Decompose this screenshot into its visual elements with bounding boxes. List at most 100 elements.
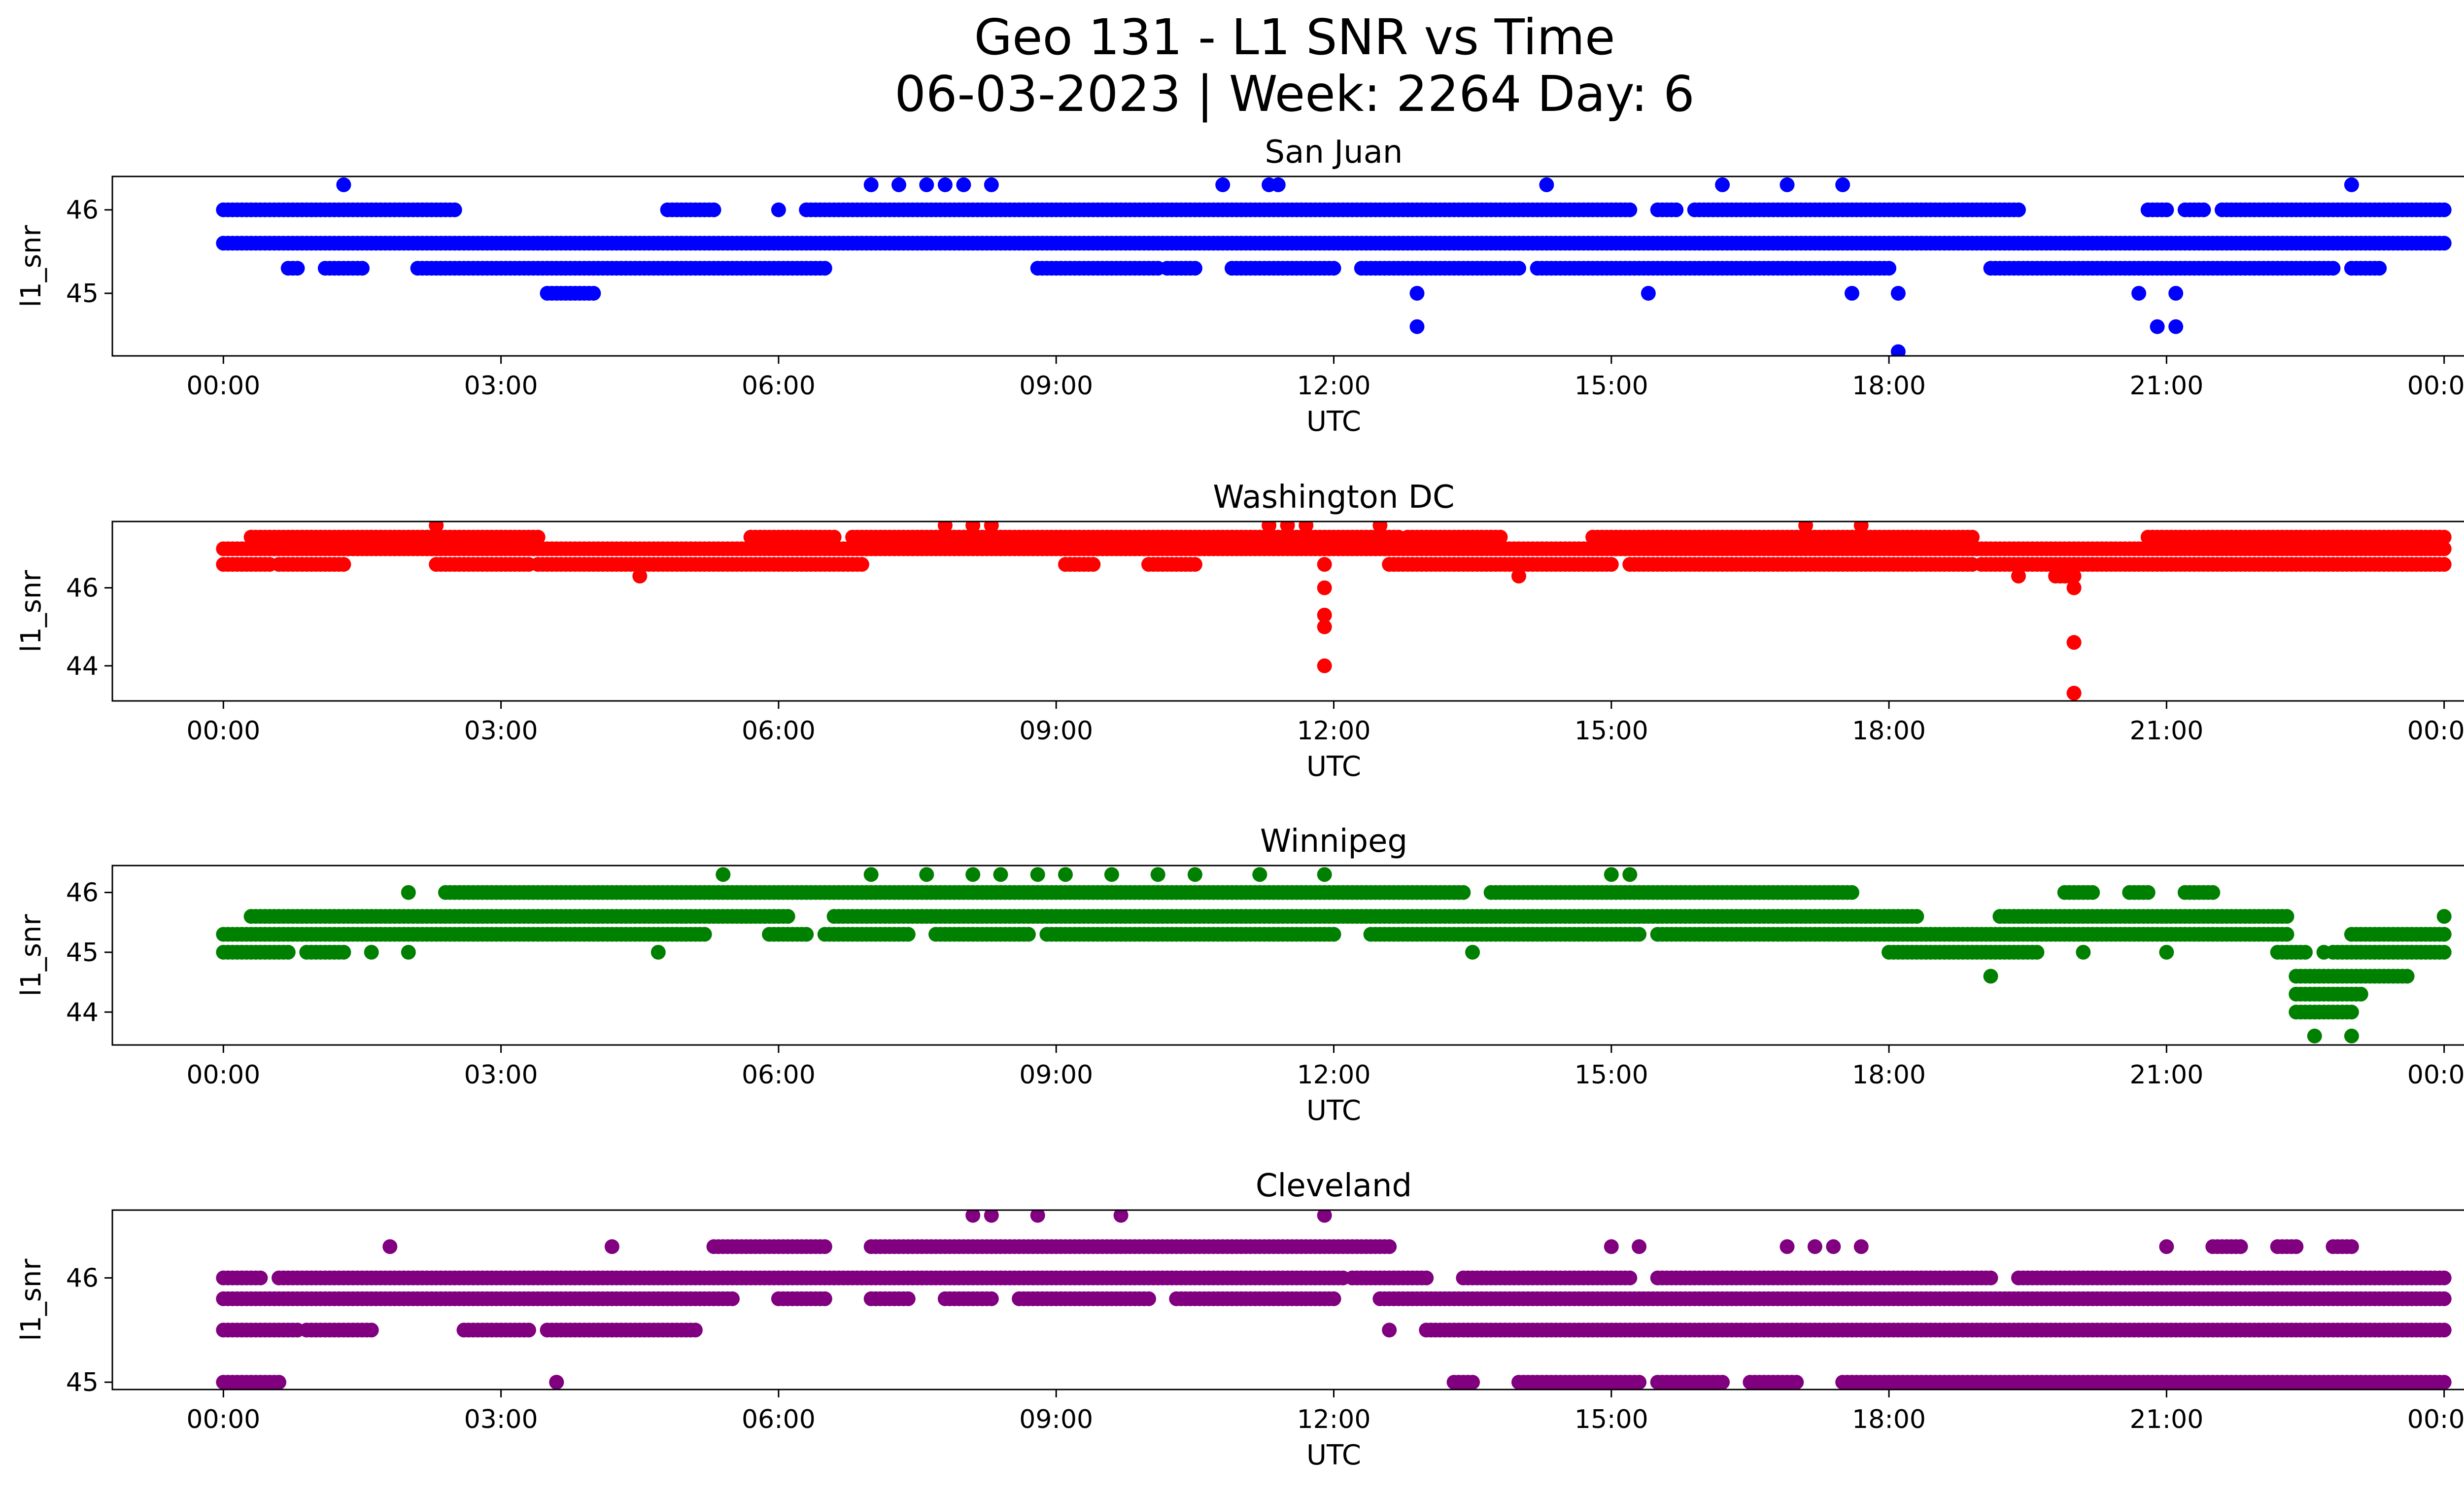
data-point: [364, 1322, 379, 1338]
data-point: [826, 529, 842, 545]
data-point: [1511, 568, 1526, 584]
data-point: [447, 202, 462, 217]
data-point: [1511, 261, 1526, 276]
x-tick-label: 15:00: [1574, 1060, 1648, 1090]
data-point: [290, 261, 305, 276]
data-point: [817, 261, 832, 276]
data-point: [1456, 885, 1471, 900]
data-point: [984, 522, 999, 533]
data-point: [1252, 867, 1267, 882]
data-point: [401, 885, 416, 900]
series-markers: [216, 177, 2452, 356]
data-point: [1317, 580, 1332, 595]
x-tick-label: 09:00: [1019, 1060, 1093, 1090]
data-point: [2159, 944, 2174, 960]
data-point: [2205, 885, 2221, 900]
data-point: [1890, 344, 1906, 356]
x-tick-label: 09:00: [1019, 716, 1093, 746]
data-point: [919, 177, 934, 192]
data-point: [2436, 909, 2452, 924]
subplot-title: Winnipeg: [1260, 823, 1407, 860]
data-point: [687, 1322, 703, 1338]
data-point: [919, 867, 934, 882]
x-tick-label: 03:00: [464, 371, 538, 401]
data-point: [900, 1291, 916, 1306]
data-point: [2326, 261, 2341, 276]
data-point: [586, 286, 601, 301]
x-tick-label: 03:00: [464, 716, 538, 746]
data-point: [1326, 261, 1341, 276]
data-point: [2085, 885, 2100, 900]
data-point: [2436, 1291, 2452, 1306]
data-point: [280, 944, 296, 960]
data-point: [2159, 202, 2174, 217]
data-point: [1150, 867, 1165, 882]
figure-title: Geo 131 - L1 SNR vs Time: [974, 8, 1615, 66]
data-point: [1409, 319, 1425, 334]
data-point: [336, 177, 351, 192]
data-point: [521, 1322, 536, 1338]
x-tick-label: 00:00: [186, 716, 260, 746]
data-point: [891, 177, 906, 192]
y-tick-label: 45: [66, 938, 99, 968]
data-point: [2066, 557, 2082, 572]
data-point: [2168, 319, 2184, 334]
data-point: [1465, 944, 1480, 960]
data-point: [780, 909, 795, 924]
data-point: [817, 1291, 832, 1306]
x-tick-label: 00:00: [2407, 371, 2464, 401]
data-point: [429, 522, 444, 533]
data-point: [1326, 1291, 1341, 1306]
data-point: [2344, 1028, 2359, 1043]
data-point: [2344, 1005, 2359, 1020]
x-tick-label: 06:00: [742, 716, 816, 746]
data-point: [2011, 202, 2026, 217]
x-tick-label: 09:00: [1019, 371, 1093, 401]
series-markers: [216, 522, 2452, 701]
data-point: [1317, 607, 1332, 623]
data-point: [364, 944, 379, 960]
data-point: [1317, 658, 1332, 673]
data-point: [1622, 202, 1638, 217]
data-point: [1622, 1270, 1638, 1286]
data-point: [937, 177, 953, 192]
data-point: [863, 867, 879, 882]
data-point: [1493, 529, 1508, 545]
data-point: [2436, 529, 2452, 545]
data-point: [854, 557, 869, 572]
data-point: [1187, 261, 1202, 276]
x-tick-label: 06:00: [742, 1060, 816, 1090]
data-point: [253, 1270, 268, 1286]
x-tick-label: 18:00: [1852, 716, 1926, 746]
data-point: [1845, 885, 1859, 900]
x-axis-label: UTC: [1306, 751, 1361, 783]
data-point: [716, 867, 731, 882]
data-point: [1826, 885, 1841, 900]
x-axis-label: UTC: [1306, 1095, 1361, 1127]
data-point: [900, 927, 916, 942]
data-point: [1845, 286, 1859, 301]
y-tick-label: 44: [66, 998, 99, 1027]
data-point: [1317, 619, 1332, 634]
data-point: [2353, 986, 2368, 1002]
data-point: [1021, 927, 1036, 942]
data-point: [1058, 867, 1073, 882]
data-point: [1890, 286, 1906, 301]
data-point: [2298, 944, 2313, 960]
data-point: [1187, 867, 1202, 882]
data-point: [1669, 202, 1684, 217]
data-point: [1372, 522, 1388, 533]
data-point: [2066, 635, 2082, 650]
data-point: [355, 261, 370, 276]
data-point: [2436, 202, 2452, 217]
y-axis-label: l1_snr: [15, 914, 47, 997]
data-point: [1141, 1291, 1156, 1306]
subplot-title: San Juan: [1265, 134, 1403, 171]
x-tick-label: 00:00: [186, 371, 260, 401]
x-tick-label: 21:00: [2129, 716, 2203, 746]
x-tick-label: 00:00: [2407, 716, 2464, 746]
